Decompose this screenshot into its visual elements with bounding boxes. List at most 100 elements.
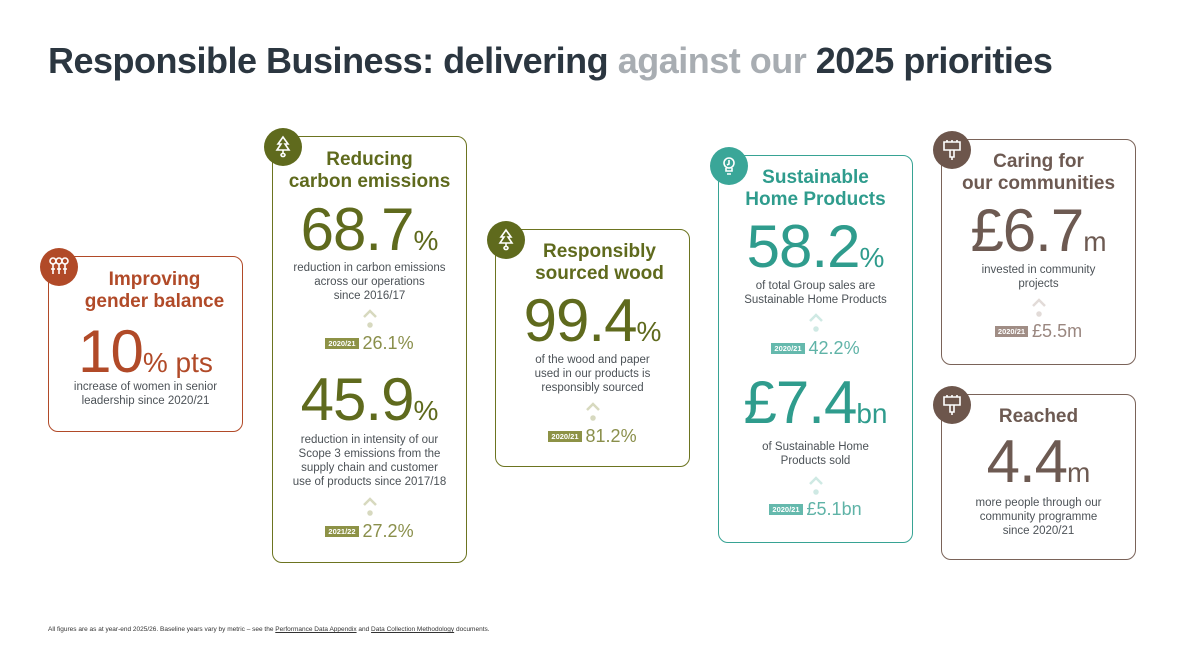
metric-number: £6.7 [970, 197, 1084, 264]
metric-value: 10% pts [49, 317, 242, 386]
metric-unit: bn [856, 398, 888, 429]
metric-description: more people through our community progra… [942, 496, 1135, 538]
desc-line: leadership since 2020/21 [81, 395, 210, 407]
desc-line: Sustainable Home Products [744, 294, 887, 306]
footnote-text: and [356, 626, 372, 633]
card-title: Caring for our communities [942, 151, 1135, 195]
title-part-3: 2025 priorities [815, 40, 1053, 81]
title-line: carbon emissions [288, 171, 451, 192]
card-title: Responsibly sourced wood [496, 241, 689, 285]
previous-number: £5.5m [1032, 321, 1083, 341]
desc-line: more people through our [975, 497, 1102, 509]
previous-value: 2020/21 £5.5m [942, 321, 1135, 342]
tree-icon [264, 128, 302, 166]
desc-line: use of products since 2017/18 [292, 476, 447, 488]
desc-line: since 2020/21 [1002, 525, 1075, 537]
metric-description: of total Group sales are Sustainable Hom… [719, 279, 912, 307]
page-title: Responsible Business: delivering against… [48, 40, 1053, 82]
methodology-link[interactable]: Data Collection Methodology [371, 626, 455, 633]
desc-line: used in our products is [534, 368, 651, 380]
card-title: Reducing carbon emissions [273, 149, 466, 193]
desc-line: invested in community [981, 264, 1096, 276]
title-line: Reducing [326, 149, 413, 170]
title-part-2: against our [617, 40, 807, 81]
metric-value: 68.7% [273, 195, 466, 264]
previous-number: 26.1% [362, 333, 414, 353]
desc-line: since 2016/17 [333, 290, 406, 302]
lightbulb-icon [710, 147, 748, 185]
arrow-up-icon [584, 400, 602, 422]
metric-value: £6.7m [942, 196, 1135, 265]
metric-value: 45.9% [273, 365, 466, 434]
title-line: Home Products [745, 189, 886, 210]
previous-number: 27.2% [362, 521, 414, 541]
metric-value: 58.2% [719, 212, 912, 281]
footnote-text: documents. [454, 626, 490, 633]
previous-value: 2020/21 £5.1bn [719, 499, 912, 520]
metric-description: reduction in carbon emissions across our… [273, 261, 466, 303]
metric-description: reduction in intensity of our Scope 3 em… [273, 433, 466, 489]
metric-value: 99.4% [496, 286, 689, 355]
metric-description: of the wood and paper used in our produc… [496, 353, 689, 395]
title-line: Caring for [993, 151, 1084, 172]
desc-line: across our operations [314, 276, 425, 288]
performance-data-link[interactable]: Performance Data Appendix [275, 626, 357, 633]
metric-unit: m [1083, 226, 1107, 257]
metric-number: £7.4 [743, 369, 858, 436]
year-tag: 2020/21 [994, 326, 1029, 337]
metric-description: invested in community projects [942, 263, 1135, 291]
card-sustainable-products: Sustainable Home Products 58.2% of total… [710, 147, 913, 543]
metric-unit: % [413, 395, 439, 426]
desc-line: reduction in intensity of our [300, 434, 439, 446]
arrow-up-icon [807, 474, 825, 496]
title-line: Responsibly [543, 241, 656, 262]
desc-line: of Sustainable Home [762, 441, 869, 453]
desc-line: responsibly sourced [541, 382, 644, 394]
card-title: Reached [942, 406, 1135, 428]
card-reached: Reached 4.4m more people through our com… [933, 386, 1136, 560]
desc-line: increase of women in senior [73, 381, 218, 393]
previous-value: 2020/21 81.2% [496, 426, 689, 447]
metric-value: 4.4m [942, 427, 1135, 496]
desc-line: reduction in carbon emissions [293, 262, 446, 274]
metric-unit: % pts [142, 347, 213, 378]
metric-value: £7.4bn [719, 368, 912, 437]
title-line: gender balance [84, 291, 225, 312]
title-line: our communities [961, 173, 1116, 194]
metric-unit: % [413, 225, 439, 256]
previous-number: £5.1bn [806, 499, 862, 519]
tree-icon [487, 221, 525, 259]
card-title: Sustainable Home Products [719, 167, 912, 211]
year-tag: 2020/21 [771, 343, 805, 354]
metric-number: 4.4 [986, 428, 1068, 495]
metric-unit: % [636, 316, 662, 347]
metric-number: 45.9 [300, 366, 415, 433]
desc-line: supply chain and customer [301, 462, 438, 474]
year-tag: 2021/22 [325, 526, 359, 537]
year-tag: 2020/21 [548, 431, 582, 442]
desc-line: community programme [979, 511, 1098, 523]
year-tag: 2020/21 [769, 504, 803, 515]
metric-unit: % [859, 242, 885, 273]
card-communities: Caring for our communities £6.7m investe… [933, 131, 1136, 365]
metric-number: 58.2 [746, 213, 861, 280]
metric-number: 99.4 [523, 287, 638, 354]
title-part-1: Responsible Business: delivering [48, 40, 609, 81]
card-sourced-wood: Responsibly sourced wood 99.4% of the wo… [487, 221, 690, 467]
desc-line: of the wood and paper [535, 354, 650, 366]
desc-line: Scope 3 emissions from the [298, 448, 441, 460]
arrow-up-icon [361, 495, 379, 517]
metric-description: increase of women in senior leadership s… [49, 380, 242, 408]
title-line: Sustainable [762, 167, 869, 188]
card-carbon-emissions: Reducing carbon emissions 68.7% reductio… [264, 128, 467, 563]
metric-description: of Sustainable Home Products sold [719, 440, 912, 468]
desc-line: of total Group sales are [755, 280, 876, 292]
title-line: Reached [998, 406, 1079, 427]
title-line: Improving [108, 269, 201, 290]
house-icon [933, 386, 971, 424]
card-title: Improving gender balance [49, 269, 242, 313]
metric-number: 10 [78, 318, 144, 385]
previous-value: 2020/21 26.1% [273, 333, 466, 354]
arrow-up-icon [361, 307, 379, 329]
previous-number: 42.2% [808, 338, 860, 358]
